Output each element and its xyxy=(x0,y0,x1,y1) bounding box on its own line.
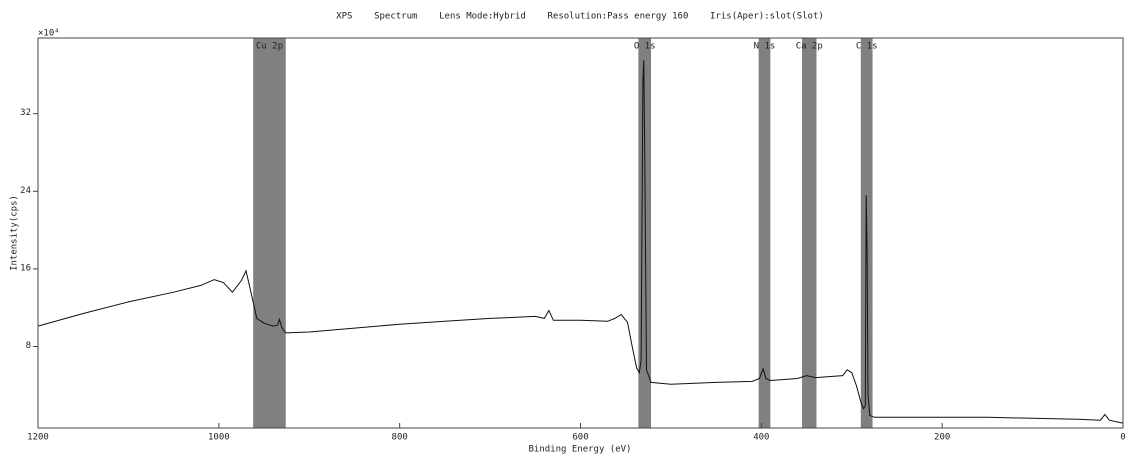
x-tick-label: 600 xyxy=(572,433,588,443)
spectrum-line xyxy=(37,60,1124,424)
region-label: Ca 2p xyxy=(796,42,823,52)
x-tick-label: 0 xyxy=(1120,433,1125,443)
x-tick-label: 200 xyxy=(934,433,950,443)
y-tick-label: 32 xyxy=(20,108,31,118)
x-axis-label: Binding Energy (eV) xyxy=(529,445,632,455)
chart-title: XPS Spectrum Lens Mode:Hybrid Resolution… xyxy=(336,12,824,22)
x-tick-label: 1200 xyxy=(27,433,49,443)
plot-frame xyxy=(37,37,1124,429)
peak-region xyxy=(802,38,817,428)
region-label: O 1s xyxy=(634,42,656,52)
x-tick-label: 400 xyxy=(753,433,769,443)
region-label: C 1s xyxy=(856,42,878,52)
x-tick-label: 800 xyxy=(392,433,408,443)
y-axis-label: Intensity(cps) xyxy=(10,195,20,271)
peak-region xyxy=(638,38,652,428)
peak-region xyxy=(758,38,771,428)
y-tick-label: 24 xyxy=(20,186,31,196)
peak-region xyxy=(253,38,286,428)
y-tick-label: 8 xyxy=(26,341,31,351)
y-tick-label: 16 xyxy=(20,263,31,273)
x-tick-label: 1000 xyxy=(208,433,230,443)
y-multiplier: ×10⁴ xyxy=(38,29,60,39)
region-label: N 1s xyxy=(754,42,776,52)
region-label: Cu 2p xyxy=(256,42,283,52)
